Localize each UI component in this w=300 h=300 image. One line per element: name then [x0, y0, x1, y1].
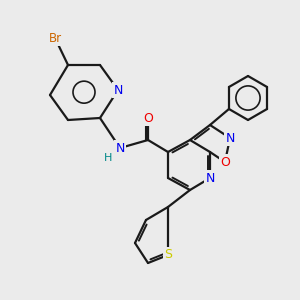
Text: H: H	[104, 153, 112, 163]
Text: N: N	[205, 172, 215, 184]
Text: N: N	[113, 83, 123, 97]
Text: Br: Br	[48, 32, 62, 44]
Text: O: O	[143, 112, 153, 124]
Text: N: N	[115, 142, 125, 154]
Text: N: N	[225, 131, 235, 145]
Text: O: O	[220, 155, 230, 169]
Text: S: S	[164, 248, 172, 262]
